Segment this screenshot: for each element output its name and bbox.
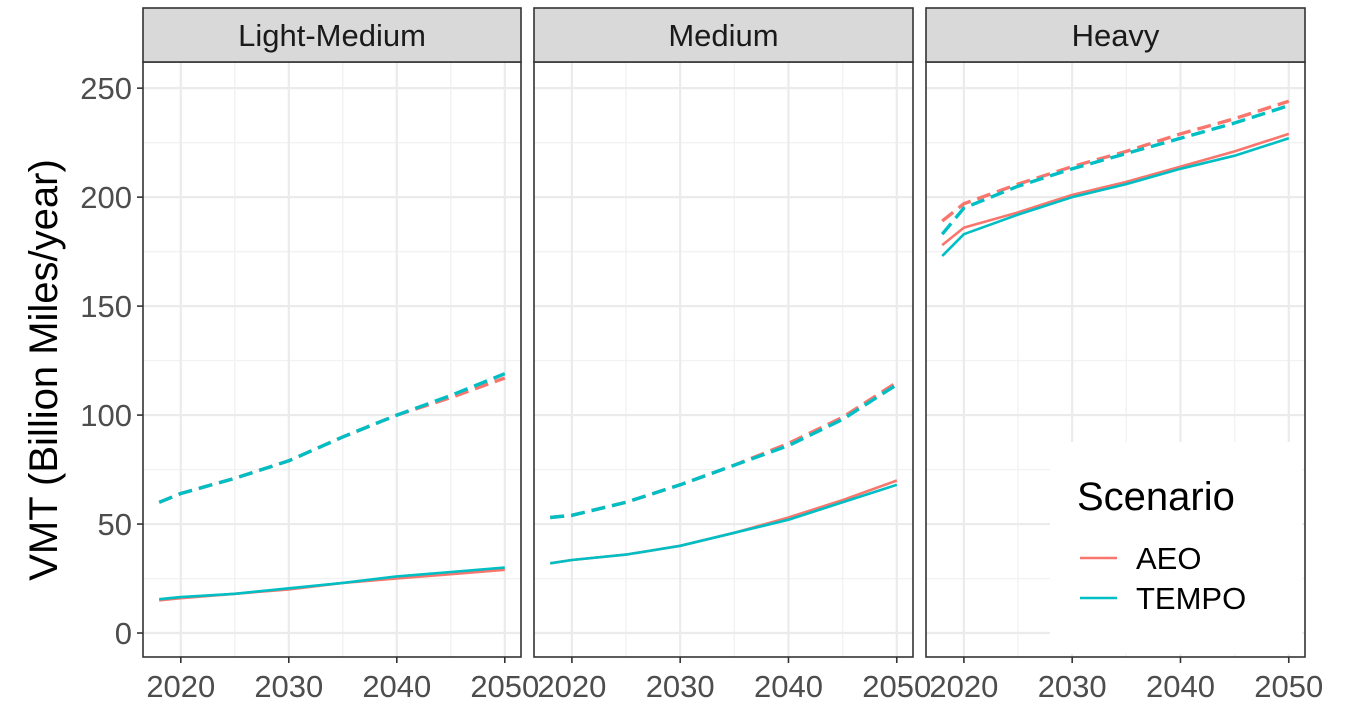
facet-strip [142, 7, 522, 63]
series-lines [550, 380, 898, 565]
x-axis-ticks: 2020 2030 2040 2050 [146, 657, 539, 704]
panel-background [143, 62, 521, 657]
facet-strip-label: Light-Medium [238, 18, 426, 53]
panel-grid [534, 62, 913, 657]
series-line-tempo-dashed [940, 103, 1290, 236]
x-tick-label: 2050 [1254, 669, 1323, 704]
x-tick-label: 2020 [146, 669, 215, 704]
series-line-tempo-solid [941, 137, 1290, 257]
legend-label-aeo: AEO [1136, 541, 1201, 576]
legend-title: Scenario [1077, 475, 1235, 519]
series-line-tempo-dashed [550, 383, 898, 520]
x-tick-label: 2040 [754, 669, 823, 704]
y-tick-label: 50 [98, 507, 132, 542]
y-tick-label: 150 [80, 289, 132, 324]
y-axis-title: VMT (Billion Miles/year) [22, 159, 66, 581]
series-line-tempo-dashed [158, 372, 506, 504]
series-line-aeo-solid [941, 132, 1290, 247]
facet-strip-label: Medium [668, 18, 778, 53]
x-tick-label: 2040 [1146, 669, 1215, 704]
x-tick-label: 2020 [929, 669, 998, 704]
facet-strip [925, 7, 1306, 63]
series-lines [158, 372, 506, 602]
panel-medium: Medium 2020 2030 2040 2050 [533, 7, 931, 704]
x-tick-label: 2050 [862, 669, 931, 704]
panel-grid [143, 62, 521, 657]
series-lines [940, 99, 1290, 257]
x-tick-label: 2030 [646, 669, 715, 704]
x-tick-label: 2020 [537, 669, 606, 704]
legend-background [1050, 442, 1302, 654]
x-tick-label: 2050 [470, 669, 539, 704]
y-tick-label: 200 [80, 180, 132, 215]
x-axis-ticks: 2020 2030 2040 2050 [537, 657, 931, 704]
y-axis-ticks: 0 50 100 150 200 250 [80, 71, 143, 651]
panel-background [534, 62, 913, 657]
facet-strip-label: Heavy [1072, 18, 1160, 53]
y-tick-label: 250 [80, 71, 132, 106]
x-tick-label: 2030 [254, 669, 323, 704]
x-tick-label: 2030 [1038, 669, 1107, 704]
facet-strip [533, 7, 914, 63]
series-line-aeo-dashed [941, 99, 1290, 223]
legend-label-tempo: TEMPO [1136, 581, 1246, 616]
panel-heavy: Heavy 2020 2030 2040 2050 [925, 7, 1323, 704]
y-tick-label: 100 [80, 398, 132, 433]
panel-light-medium: Light-Medium 2020 2030 2040 2050 [142, 7, 539, 704]
series-line-tempo-solid [550, 483, 898, 565]
x-tick-label: 2040 [362, 669, 431, 704]
series-line-tempo-solid [159, 566, 505, 601]
y-tick-label: 0 [115, 616, 132, 651]
legend: Scenario AEO TEMPO [1050, 442, 1302, 654]
x-axis-ticks: 2020 2030 2040 2050 [929, 657, 1323, 704]
